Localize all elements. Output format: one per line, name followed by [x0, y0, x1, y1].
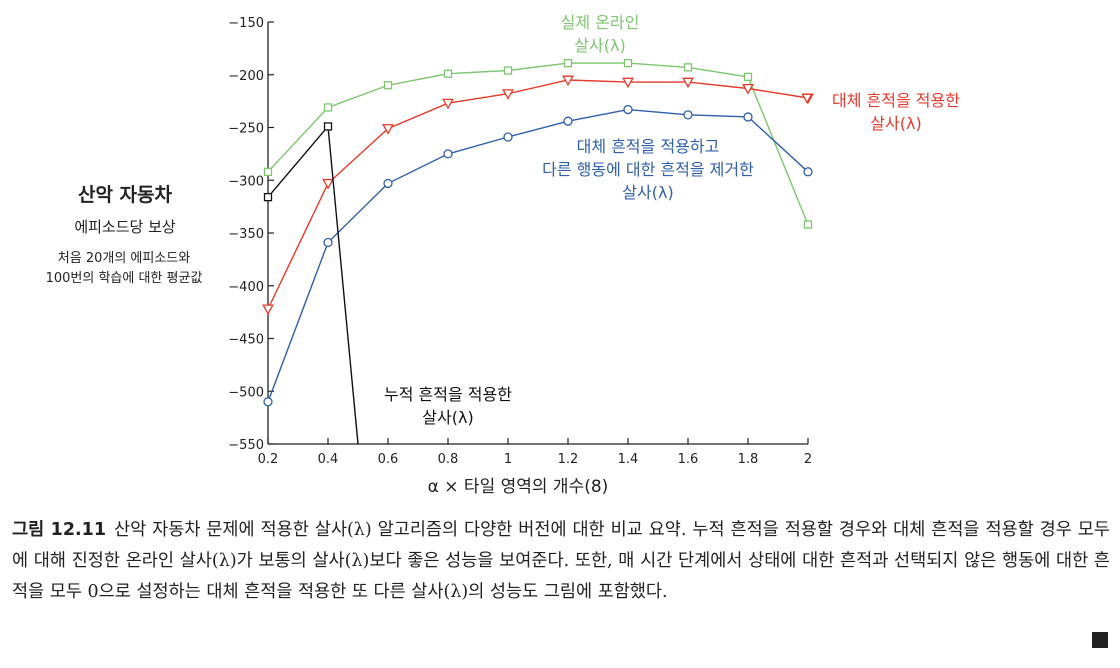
- series-label-accumulating: 누적 흔적을 적용한: [384, 385, 512, 404]
- y-tick-label: −550: [228, 438, 264, 453]
- data-point: [563, 116, 573, 126]
- x-tick-label: 1.2: [558, 452, 579, 467]
- y-tick-label: −400: [228, 280, 264, 295]
- data-point: [743, 72, 753, 82]
- data-point: [443, 69, 453, 78]
- data-point: [323, 122, 333, 131]
- data-point: [263, 397, 273, 407]
- x-tick-label: 1: [504, 452, 512, 467]
- data-point: [443, 149, 453, 159]
- series-label-true-online: 실제 온라인: [561, 13, 640, 32]
- figure-caption: 그림 12.11 산악 자동차 문제에 적용한 살사(λ) 알고리즘의 다양한 버…: [12, 515, 1110, 608]
- data-point: [263, 167, 273, 176]
- data-point: [323, 237, 333, 248]
- chart: −150 −200 −250 −300 −350 −400 −450 −500 −550 0.2…: [228, 13, 960, 497]
- y-axis-note: 처음 20개의 에피소드와 100번의 학습에 대한 평균값: [14, 249, 234, 289]
- data-point: [382, 124, 394, 135]
- series-replacing-clearing: [263, 104, 813, 407]
- figure-number: 그림 12.11: [12, 520, 106, 540]
- y-tick-label: −150: [228, 16, 264, 31]
- data-point: [803, 220, 813, 229]
- x-axis-title: α × 타일 영역의 개수(8): [428, 477, 609, 497]
- data-point: [503, 66, 513, 75]
- series-layer: [262, 58, 814, 444]
- x-tick-label: 0.2: [258, 452, 279, 467]
- data-point: [502, 89, 514, 100]
- data-point: [682, 77, 694, 89]
- data-point: [442, 98, 454, 110]
- data-point: [803, 167, 813, 177]
- data-point: [742, 83, 754, 95]
- data-point: [563, 58, 573, 68]
- series-label-true-online: 살사(λ): [574, 36, 625, 55]
- x-tick-label: 1.4: [618, 452, 639, 467]
- x-ticks: 0.2 0.4 0.6 0.8 1 1.2 1.4 1.6 1.8 2: [258, 438, 812, 467]
- x-tick-label: 1.8: [738, 452, 759, 467]
- series-label-accumulating: 살사(λ): [422, 408, 473, 427]
- data-point: [323, 103, 333, 112]
- y-tick-label: −350: [228, 227, 264, 242]
- data-point: [263, 192, 273, 202]
- data-point: [383, 178, 393, 189]
- caption-text: 산악 자동차 문제에 적용한 살사(λ) 알고리즘의 다양한 버전에 대한 비교…: [12, 520, 1110, 602]
- y-tick-label: −200: [228, 69, 264, 84]
- data-point: [743, 112, 753, 122]
- y-tick-label: −250: [228, 122, 264, 137]
- data-point: [683, 63, 693, 72]
- data-point: [503, 132, 513, 142]
- series-line: [267, 79, 809, 310]
- series-label-replacing-clearing: 살사(λ): [622, 183, 673, 202]
- y-axis-subtitle: 에피소드당 보상: [74, 218, 176, 236]
- series-label-replacing: 살사(λ): [870, 114, 921, 133]
- data-point: [322, 178, 334, 190]
- series-label-replacing-clearing: 대체 흔적을 적용하고: [577, 137, 720, 156]
- series-replacing: [262, 75, 814, 316]
- data-point: [622, 77, 634, 89]
- x-tick-label: 0.6: [378, 452, 399, 467]
- data-point: [683, 110, 693, 120]
- y-tick-label: −450: [228, 333, 264, 348]
- series-label-replacing: 대체 흔적을 적용한: [832, 91, 960, 110]
- data-point: [623, 58, 633, 68]
- data-point: [383, 81, 393, 90]
- data-point: [623, 104, 633, 115]
- x-tick-label: 1.6: [678, 452, 699, 467]
- y-tick-label: −500: [228, 385, 264, 400]
- y-axis-title: 산악 자동차: [77, 184, 172, 206]
- series-line: [267, 124, 359, 444]
- data-point: [562, 75, 574, 87]
- end-of-caption-square: [1092, 632, 1108, 648]
- series-line: [267, 108, 809, 403]
- plot-frame: [267, 22, 808, 445]
- y-axis-note-line2: 100번의 학습에 대한 평균값: [45, 271, 203, 286]
- series-accumulating: [263, 122, 359, 444]
- series-label-replacing-clearing: 다른 행동에 대한 흔적을 제거한: [542, 160, 754, 179]
- x-tick-label: 0.4: [318, 452, 339, 467]
- y-axis-note-line1: 처음 20개의 에피소드와: [57, 251, 191, 266]
- series-true-online: [263, 58, 813, 229]
- x-tick-label: 2: [804, 452, 812, 467]
- y-ticks: −150 −200 −250 −300 −350 −400 −450 −500 −550: [228, 16, 274, 453]
- x-tick-label: 0.8: [438, 452, 459, 467]
- data-point: [262, 304, 274, 316]
- series-line: [267, 62, 809, 225]
- y-tick-label: −300: [228, 174, 264, 189]
- series-label-marker: [801, 93, 813, 104]
